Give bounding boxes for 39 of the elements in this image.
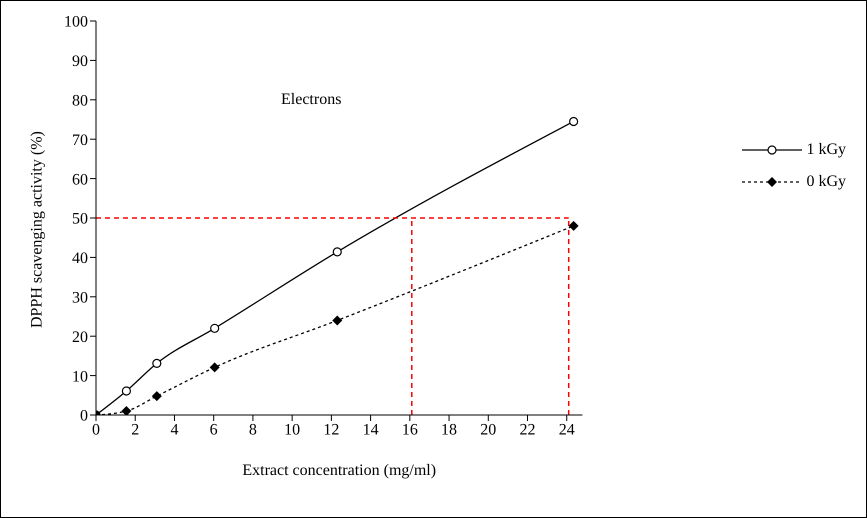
y-tick-label: 10 — [72, 368, 88, 386]
point — [121, 406, 132, 415]
y-tick-label: 80 — [72, 92, 88, 110]
point — [152, 391, 162, 402]
point — [210, 324, 220, 333]
x-tick-label: 20 — [480, 421, 496, 438]
x-tick-label: 16 — [402, 421, 418, 438]
x-axis-title: Extract concentration (mg/ml) — [242, 462, 436, 479]
point — [568, 220, 579, 231]
x-tick-label: 24 — [558, 421, 575, 438]
y-tick-label: 70 — [72, 132, 88, 149]
y-tick-label: 20 — [72, 328, 88, 346]
x-tick-label: 14 — [362, 421, 379, 438]
x-tick-label: 6 — [210, 421, 218, 438]
y-tick-label: 40 — [72, 250, 88, 268]
legend-label: 1 kGy — [806, 141, 846, 159]
annotation: Electrons — [281, 91, 342, 109]
point — [152, 358, 162, 368]
y-tick-label: 0 — [80, 408, 88, 425]
x-tick-label: 2 — [131, 421, 140, 438]
legend-label: 0 kGy — [806, 173, 846, 191]
point — [332, 315, 342, 326]
x-tick-label: 0 — [92, 421, 100, 438]
y-tick-label: 60 — [72, 171, 88, 188]
x-tick-label: 8 — [248, 421, 257, 438]
x-tick-label: 4 — [170, 421, 178, 438]
x-tick-label: 10 — [284, 421, 300, 438]
x-tick-label: 12 — [323, 421, 340, 438]
y-tick-label: 30 — [72, 289, 88, 306]
y-tick-label: 100 — [64, 14, 88, 31]
point — [210, 362, 220, 372]
point — [332, 247, 342, 256]
y-tick-label: 90 — [72, 53, 88, 70]
point — [569, 116, 578, 126]
x-tick-label: 22 — [520, 421, 536, 438]
point — [122, 386, 131, 396]
y-axis-title: DPPH scavenging activity (%) — [28, 131, 46, 328]
y-tick-label: 50 — [72, 210, 88, 228]
x-tick-label: 18 — [441, 421, 458, 438]
